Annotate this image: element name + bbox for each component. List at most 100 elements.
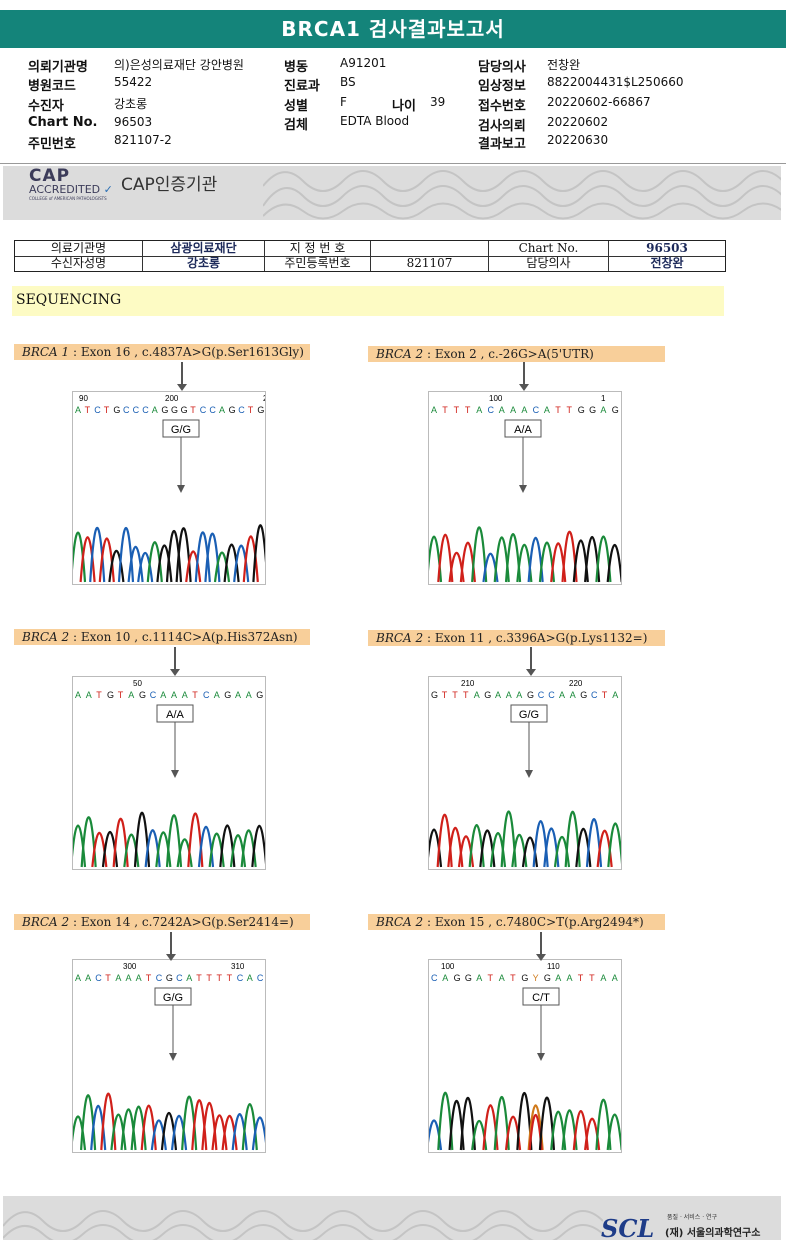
base-call: T — [465, 405, 471, 415]
trace-peak — [79, 536, 96, 583]
variant-desc: : Exon 10 , c.1114C>A(p.His372Asn) — [72, 630, 298, 644]
base-call: A — [235, 690, 241, 700]
value-patient: 강초롱 — [114, 97, 148, 111]
trace-peak — [165, 529, 183, 583]
base-call: A — [474, 690, 480, 700]
base-call: G — [161, 405, 168, 415]
trace-peak — [606, 544, 621, 583]
table-cell: 담당의사 — [489, 256, 609, 271]
base-call: G — [527, 690, 534, 700]
base-call: A — [570, 690, 576, 700]
table-cell: Chart No. — [489, 241, 609, 256]
base-call: A — [431, 405, 437, 415]
genotype-label: G/G — [163, 992, 183, 1004]
check-icon: ✓ — [103, 183, 113, 196]
value-accession-no: 20220602-66867 — [547, 95, 651, 109]
base-call: G — [257, 405, 264, 415]
base-call: A — [499, 405, 505, 415]
base-call: A — [555, 973, 561, 983]
trace-peak — [127, 545, 144, 583]
chromatogram-4: 210 220 G T T T A G A A A G C C A A G C T A G/G — [428, 676, 622, 870]
chromatogram-2: 100 1 A T T T A C A A A C A T T G G A G A/A — [428, 391, 622, 585]
arrow-head — [166, 954, 176, 961]
trace-peak — [251, 1116, 265, 1151]
trace-peak — [73, 1115, 87, 1151]
base-call: T — [196, 973, 202, 983]
genotype-label: C/T — [532, 992, 550, 1004]
table-cell: 주민등록번호 — [265, 256, 371, 271]
base-call: C — [538, 690, 545, 700]
arrow-down-icon — [540, 932, 542, 956]
cap-logo-text: CAP — [29, 166, 71, 186]
arrow-down-icon — [169, 1053, 177, 1061]
arrow-down-icon — [530, 647, 532, 671]
base-call: T — [567, 405, 573, 415]
arrow-head — [519, 384, 529, 391]
label-ward: 병동 — [284, 60, 308, 75]
trace-peak — [73, 531, 87, 583]
base-call: G — [454, 973, 461, 983]
variant-desc: : Exon 15 , c.7480C>T(p.Arg2494*) — [426, 915, 644, 929]
genotype-label: A/A — [514, 424, 532, 436]
trace-peak — [123, 833, 140, 868]
value-requesting-org: 의)은성의료재단 강안병원 — [114, 58, 244, 72]
base-call: G — [139, 690, 146, 700]
arrow-down-icon — [523, 362, 525, 386]
base-call: Y — [533, 973, 539, 983]
label-physician: 담당의사 — [478, 60, 526, 75]
cap-logo: CAP ACCREDITED ✓ COLLEGE of AMERICAN PAT… — [29, 168, 113, 202]
base-call: C — [94, 405, 101, 415]
position-label: 1 — [601, 394, 606, 403]
position-label: 100 — [441, 962, 455, 971]
arrow-down-icon — [170, 932, 172, 956]
decorative-pattern — [263, 170, 781, 220]
table-cell — [371, 241, 489, 256]
base-call: T — [602, 690, 608, 700]
arrow-down-icon — [174, 647, 176, 671]
label-result-report: 결과보고 — [478, 137, 526, 152]
position-label: 300 — [123, 962, 137, 971]
gene-name: BRCA 2 — [22, 630, 70, 644]
trace-peak — [500, 810, 517, 868]
base-call: A — [510, 405, 516, 415]
base-call: T — [105, 973, 111, 983]
base-call: G — [107, 690, 114, 700]
base-call: T — [578, 973, 584, 983]
variant-desc: : Exon 16 , c.4837A>G(p.Ser1613Gly) — [72, 345, 304, 359]
chromatogram-6: 100 110 C A G G A T A T G Y G A A T T A A C/T — [428, 959, 622, 1153]
arrow-head — [170, 669, 180, 676]
footer-slogan: 품질 · 서비스 · 연구 — [667, 1214, 718, 1221]
genotype-label: G/G — [519, 709, 539, 721]
label-sex: 성별 — [284, 99, 308, 114]
trace-peak — [233, 544, 250, 583]
trace-peak — [204, 532, 221, 583]
trace-peak — [489, 832, 507, 868]
base-call: C — [133, 405, 140, 415]
trace-peak — [90, 1104, 107, 1151]
cap-banner: CAP ACCREDITED ✓ COLLEGE of AMERICAN PAT… — [3, 166, 781, 220]
section-heading: SEQUENCING — [12, 286, 724, 316]
base-call: T — [454, 405, 460, 415]
base-call: T — [463, 690, 469, 700]
base-call: T — [96, 690, 102, 700]
trace-peak — [146, 541, 163, 583]
base-call: A — [499, 973, 505, 983]
table-cell: 96503 — [646, 241, 688, 255]
chromatogram-5: 300 310 A A C T A A A T C G C A T T T T C A C G/G — [72, 959, 266, 1153]
value-chart-no: 96503 — [114, 115, 153, 129]
base-call: G — [113, 405, 120, 415]
base-call: C — [488, 405, 495, 415]
base-call: A — [85, 973, 91, 983]
value-sex: F — [340, 95, 347, 109]
base-call: T — [488, 973, 494, 983]
chromatogram-svg: 100 1A T T T A C A A A C A T T G G A GA/A — [429, 394, 621, 583]
trace-peak — [607, 822, 621, 868]
base-call: A — [182, 690, 188, 700]
table-cell: 의료기관명 — [15, 241, 143, 256]
footer-banner: SCL 품질 · 서비스 · 연구 (재) 서울의과학연구소 — [3, 1196, 781, 1240]
report-header: 의뢰기관명 의)은성의료재단 강안병원 병원코드 55422 수진자 강초롱 C… — [0, 52, 786, 162]
base-call: G — [589, 405, 596, 415]
base-call: T — [104, 405, 110, 415]
trace-peak — [553, 835, 571, 868]
table-cell: 강초롱 — [143, 256, 265, 271]
